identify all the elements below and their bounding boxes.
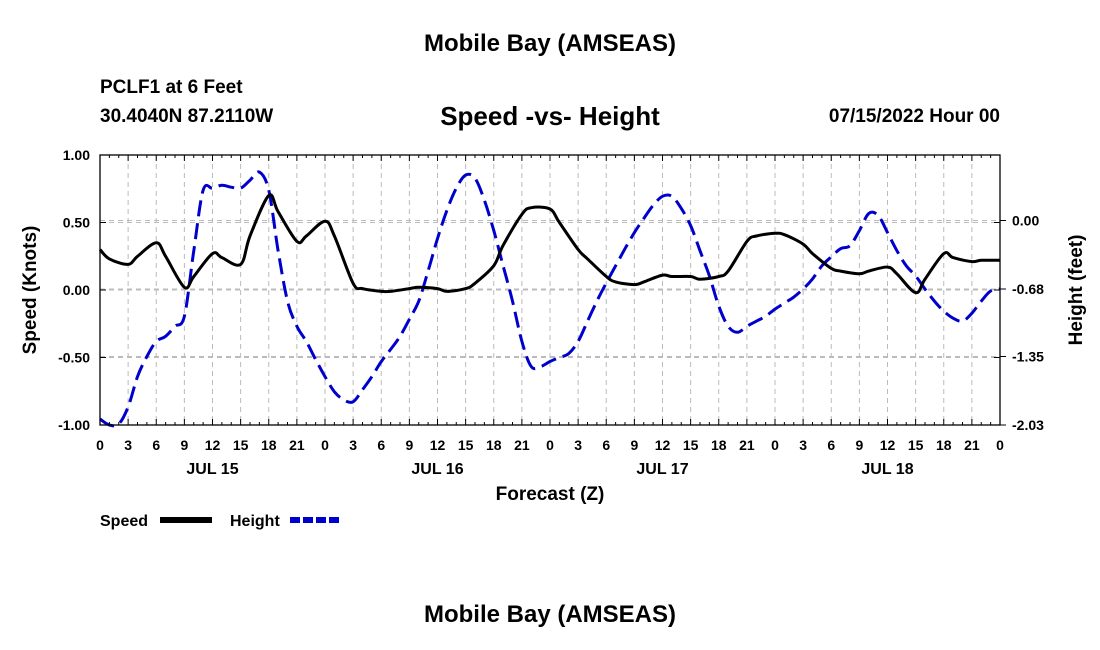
x-tick-label: 3 [349, 437, 357, 453]
y2-tick-label: -0.68 [1012, 281, 1044, 297]
forecast-run-time: 07/15/2022 Hour 00 [828, 106, 1000, 127]
y-tick-label: 1.00 [63, 147, 90, 163]
x-date-label: JUL 18 [861, 461, 913, 478]
y-tick-label: -1.00 [58, 417, 90, 433]
x-tick-label: 3 [799, 437, 807, 453]
x-tick-label: 12 [655, 437, 671, 453]
x-tick-label: 15 [683, 437, 699, 453]
x-date-label: JUL 15 [186, 461, 238, 478]
x-tick-label: 21 [514, 437, 530, 453]
x-tick-label: 12 [430, 437, 446, 453]
y-axis-label: Speed (Knots) [20, 226, 41, 355]
x-tick-label: 6 [152, 437, 160, 453]
y2-tick-label: -2.03 [1012, 417, 1044, 433]
x-tick-label: 21 [289, 437, 305, 453]
x-tick-label: 15 [908, 437, 924, 453]
x-date-label: JUL 17 [636, 461, 688, 478]
x-tick-label: 9 [855, 437, 863, 453]
y-tick-label: 0.50 [63, 215, 90, 231]
legend-label-speed: Speed [100, 513, 148, 530]
x-tick-label: 9 [180, 437, 188, 453]
x-tick-label: 12 [880, 437, 896, 453]
y2-tick-label: 0.00 [1012, 212, 1039, 228]
x-tick-label: 6 [377, 437, 385, 453]
x-date-label: JUL 16 [411, 461, 463, 478]
station-coordinates: 30.4040N 87.2110W [100, 106, 274, 127]
series-group [98, 170, 1001, 428]
x-tick-label: 6 [827, 437, 835, 453]
legend: Speed Height [100, 513, 342, 530]
y2-axis-label: Height (feet) [1066, 235, 1087, 346]
series-line-speed [98, 193, 1001, 295]
y-tick-label: -0.50 [58, 350, 90, 366]
x-tick-label: 9 [630, 437, 638, 453]
x-tick-label: 21 [964, 437, 980, 453]
x-tick-label: 0 [546, 437, 554, 453]
chart-title: Speed -vs- Height [440, 101, 660, 131]
series-line-height [99, 170, 1001, 428]
page-title: Mobile Bay (AMSEAS) [423, 30, 677, 57]
x-tick-label: 0 [771, 437, 779, 453]
x-tick-label: 15 [233, 437, 249, 453]
x-axis-label: Forecast (Z) [496, 484, 605, 505]
x-tick-label: 0 [321, 437, 329, 453]
station-name: PCLF1 at 6 Feet [100, 77, 243, 98]
footer-title: Mobile Bay (AMSEAS) [423, 601, 677, 628]
x-tick-label: 18 [261, 437, 277, 453]
x-tick-label: 18 [486, 437, 502, 453]
x-tick-label: 0 [96, 437, 104, 453]
legend-label-height: Height [230, 513, 280, 530]
grid-lines [100, 155, 1000, 425]
axes: 0 3 6 9 12 15 18 21 0 3 6 9 12 15 18 21 0 3 6 9 12 15 18 21 0 3 6 9… [58, 147, 1044, 478]
x-tick-label: 3 [124, 437, 132, 453]
x-tick-label: 9 [405, 437, 413, 453]
x-tick-label: 21 [739, 437, 755, 453]
x-tick-label: 6 [602, 437, 610, 453]
x-tick-label: 12 [205, 437, 221, 453]
x-tick-label: 3 [574, 437, 582, 453]
x-tick-label: 18 [711, 437, 727, 453]
y2-tick-label: -1.35 [1012, 348, 1044, 364]
x-tick-label: 0 [996, 437, 1004, 453]
y-tick-label: 0.00 [63, 282, 90, 298]
x-tick-label: 18 [936, 437, 952, 453]
x-tick-label: 15 [458, 437, 474, 453]
